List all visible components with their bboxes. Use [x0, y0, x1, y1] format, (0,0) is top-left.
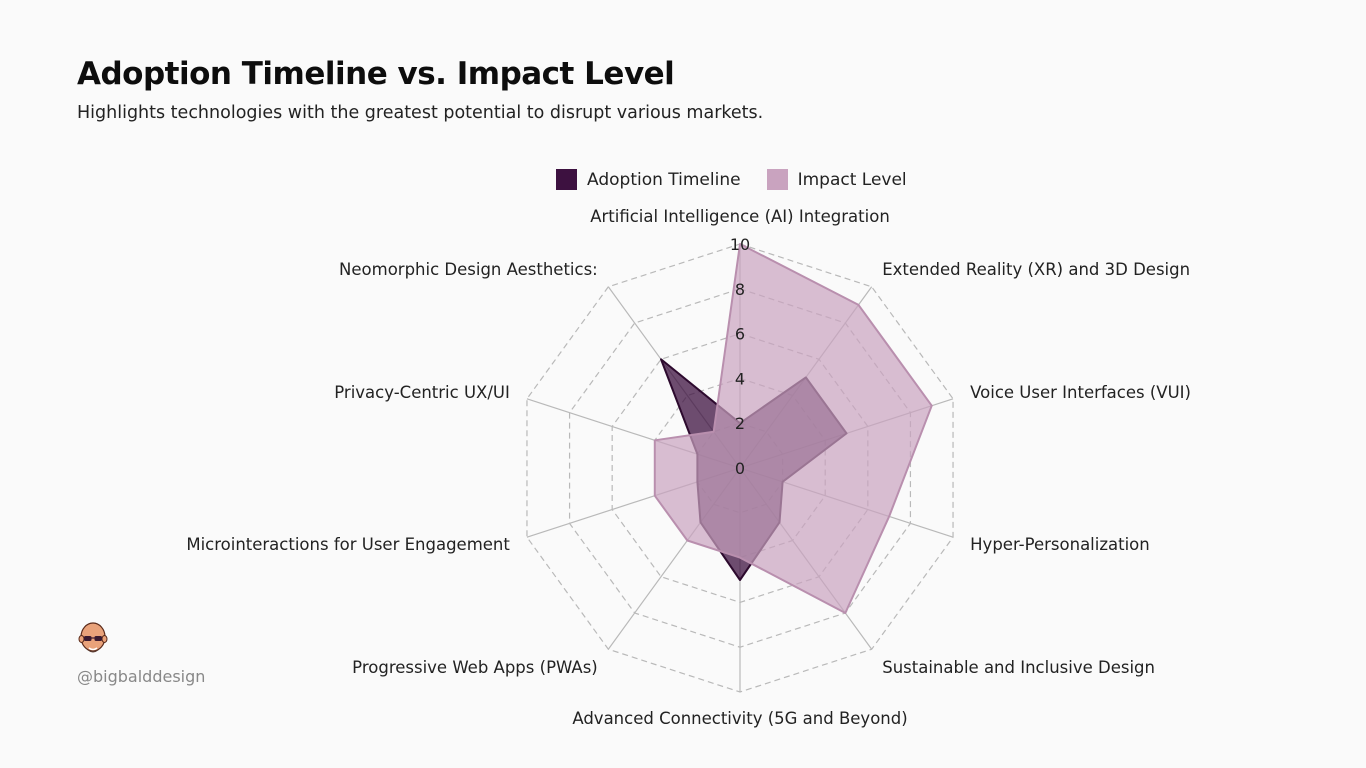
category-label-0: Artificial Intelligence (AI) Integration	[590, 207, 890, 226]
category-label-2: Voice User Interfaces (VUI)	[970, 383, 1191, 402]
legend-item-adoption[interactable]: Adoption Timeline	[556, 169, 741, 190]
category-label-8: Privacy-Centric UX/UI	[334, 383, 510, 402]
legend-label-adoption: Adoption Timeline	[587, 169, 741, 190]
r-tick-label-6: 6	[735, 325, 745, 344]
legend-swatch-adoption	[556, 169, 577, 190]
legend-item-impact[interactable]: Impact Level	[766, 169, 907, 190]
legend: Adoption Timeline Impact Level	[556, 169, 907, 190]
category-label-4: Sustainable and Inclusive Design	[882, 658, 1155, 677]
category-label-3: Hyper-Personalization	[970, 535, 1150, 554]
legend-swatch-impact	[766, 169, 788, 190]
category-label-9: Neomorphic Design Aesthetics:	[339, 260, 598, 279]
category-label-6: Progressive Web Apps (PWAs)	[352, 658, 598, 677]
r-tick-label-8: 8	[735, 280, 745, 299]
category-label-1: Extended Reality (XR) and 3D Design	[882, 260, 1190, 279]
r-tick-label-10: 10	[730, 235, 750, 254]
chart-subtitle: Highlights technologies with the greates…	[77, 103, 764, 123]
category-label-5: Advanced Connectivity (5G and Beyond)	[572, 709, 907, 728]
brand-handle: @bigbalddesign	[77, 667, 206, 686]
r-tick-label-2: 2	[735, 414, 745, 433]
brand-avatar	[77, 620, 109, 666]
chart-title: Adoption Timeline vs. Impact Level	[77, 56, 675, 92]
bald-man-avatar-icon	[78, 622, 108, 653]
r-tick-label-0: 0	[735, 459, 745, 478]
category-label-7: Microinteractions for User Engagement	[186, 535, 510, 554]
legend-label-impact: Impact Level	[797, 169, 907, 190]
r-tick-label-4: 4	[735, 369, 745, 388]
